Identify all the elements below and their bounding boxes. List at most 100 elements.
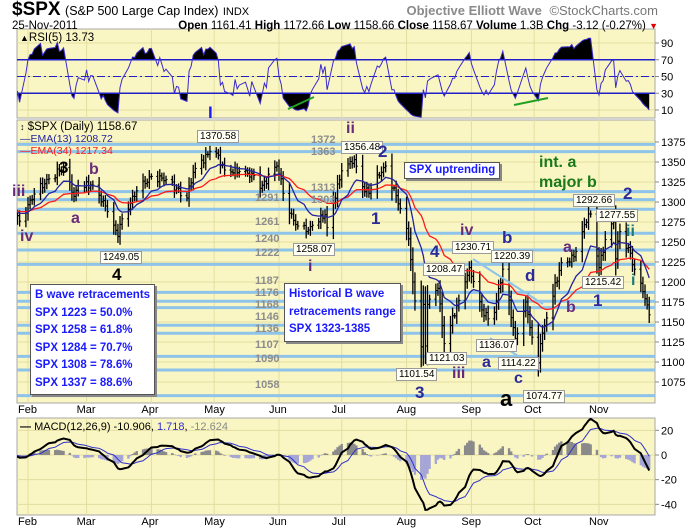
macd-histogram-bar: [244, 455, 247, 459]
macd-histogram-bar: [248, 455, 251, 459]
month-label: Jun: [269, 404, 287, 416]
macd-histogram-bar: [47, 449, 51, 455]
macd-histogram-bar: [631, 455, 634, 463]
price-axis-label: 1300: [661, 197, 685, 209]
macd-axis-label: -40: [661, 499, 677, 511]
macd-histogram-bar: [252, 455, 256, 459]
volume-label: Volume: [476, 20, 517, 32]
level-label: 1168: [255, 299, 279, 312]
quote-summary: Open 1161.41 High 1172.66 Low 1158.66 Cl…: [178, 20, 658, 33]
price-axis-label: 1375: [661, 137, 685, 149]
major-b-label: major b: [539, 174, 597, 191]
macd-histogram-bar: [229, 455, 233, 458]
macd-histogram-bar: [150, 448, 153, 455]
macd-histogram-bar: [160, 450, 164, 455]
wave-label: b: [566, 299, 576, 316]
macd-histogram-bar: [158, 449, 161, 455]
macd-histogram-bar: [317, 455, 320, 458]
ohlc-icon: ↕: [20, 122, 25, 132]
price-axis-label: 1225: [661, 257, 685, 269]
macd-histogram-bar: [551, 450, 555, 455]
ema34-line: [17, 173, 650, 311]
macd-histogram-bar: [311, 455, 314, 460]
price-axis-label: 1350: [661, 157, 685, 169]
rsi-axis-label: 70: [661, 55, 673, 67]
macd-histogram-bar: [468, 440, 471, 455]
macd-histogram-bar: [382, 453, 385, 455]
macd-histogram-bar: [120, 455, 124, 462]
box-line: SPX 1337 = 88.6%: [35, 376, 133, 389]
macd-histogram-bar: [599, 455, 603, 458]
macd-histogram-bar: [539, 455, 542, 460]
level-label: 1222: [255, 247, 280, 260]
macd-histogram-bar: [463, 445, 467, 455]
price-label: 1220.39: [491, 250, 534, 263]
month-label: Jul: [332, 404, 346, 416]
macd-histogram-bar: [541, 455, 544, 458]
wave-label: iii: [12, 183, 26, 200]
rsi-axis-label: 30: [661, 88, 673, 100]
macd-histogram-bar: [83, 455, 86, 459]
level-label: 1090: [255, 353, 280, 365]
macd-histogram-bar: [133, 452, 136, 455]
rsi-area-icon: ▲: [20, 33, 29, 43]
macd-histogram-bar: [194, 453, 197, 455]
macd-histogram-bar: [629, 455, 632, 461]
price-label: 1215.42: [582, 276, 625, 289]
price-label: 1258.07: [293, 243, 336, 256]
macd-histogram-bar: [131, 453, 134, 455]
level-label: 1136: [255, 323, 279, 336]
copyright[interactable]: ©StockCharts.com: [549, 3, 658, 18]
price-label: 1230.71: [452, 241, 495, 254]
macd-histogram-bar: [246, 455, 249, 459]
macd-histogram-bar: [102, 455, 105, 460]
month-label: Jun: [269, 516, 287, 528]
macd-histogram-bar: [457, 448, 461, 455]
month-label: Feb: [18, 516, 37, 528]
price-label: 1121.03: [426, 352, 468, 365]
macd-histogram-bar: [585, 443, 588, 455]
macd-histogram-bar: [334, 449, 337, 455]
trend-box: SPX uptrending: [404, 162, 501, 179]
price-label: 1370.58: [197, 130, 240, 143]
macd-histogram-bar: [434, 455, 438, 464]
open-value: 1161.41: [210, 20, 252, 32]
box-line: SPX 1308 = 78.6%: [35, 359, 133, 371]
box-line: SPX 1284 = 70.7%: [35, 341, 133, 354]
macd-histogram-bar: [397, 455, 400, 460]
level-label: 1363: [311, 146, 336, 159]
close-value: 1158.67: [432, 20, 473, 32]
macd-histogram-bar: [574, 444, 578, 455]
macd-histogram-bar: [581, 443, 584, 455]
month-label: May: [204, 516, 225, 528]
macd-axis-label: 0: [661, 450, 667, 462]
macd-histogram-bar: [639, 455, 643, 466]
wave-label: 4: [430, 242, 440, 261]
price-axis-label: 1075: [661, 377, 685, 389]
macd-histogram-bar: [185, 455, 189, 459]
b-wave-retracements-box: B wave retracements SPX 1223 = 50.0% SPX…: [30, 284, 156, 395]
box-line: SPX 1323-1385: [289, 323, 371, 335]
wave-label: d: [525, 266, 536, 285]
wave-label: iv: [20, 228, 34, 245]
macd-histogram-bar: [376, 455, 379, 456]
chg-label: Chg: [546, 20, 570, 32]
macd-histogram-bar: [641, 455, 645, 467]
macd-histogram-bar: [543, 455, 546, 456]
trendline: [472, 258, 544, 305]
macd-legend-main: MACD(12,26,9) -10.906: [34, 421, 151, 433]
macd-histogram-bar: [363, 452, 366, 455]
level-label: 1303: [311, 193, 336, 206]
level-label: 1058: [255, 378, 280, 391]
macd-histogram-bar: [618, 455, 622, 458]
macd-histogram-bar: [440, 455, 444, 459]
ema13-line: [17, 164, 650, 328]
macd-axis-label: -20: [661, 475, 677, 487]
macd-histogram-bar: [87, 455, 90, 458]
macd-histogram-bar: [235, 455, 239, 459]
macd-histogram-bar: [436, 455, 440, 460]
macd-histogram-bar: [74, 455, 78, 459]
macd-histogram-bar: [443, 455, 446, 460]
month-label: Mar: [77, 516, 96, 528]
price-label: 1356.48: [341, 141, 384, 154]
